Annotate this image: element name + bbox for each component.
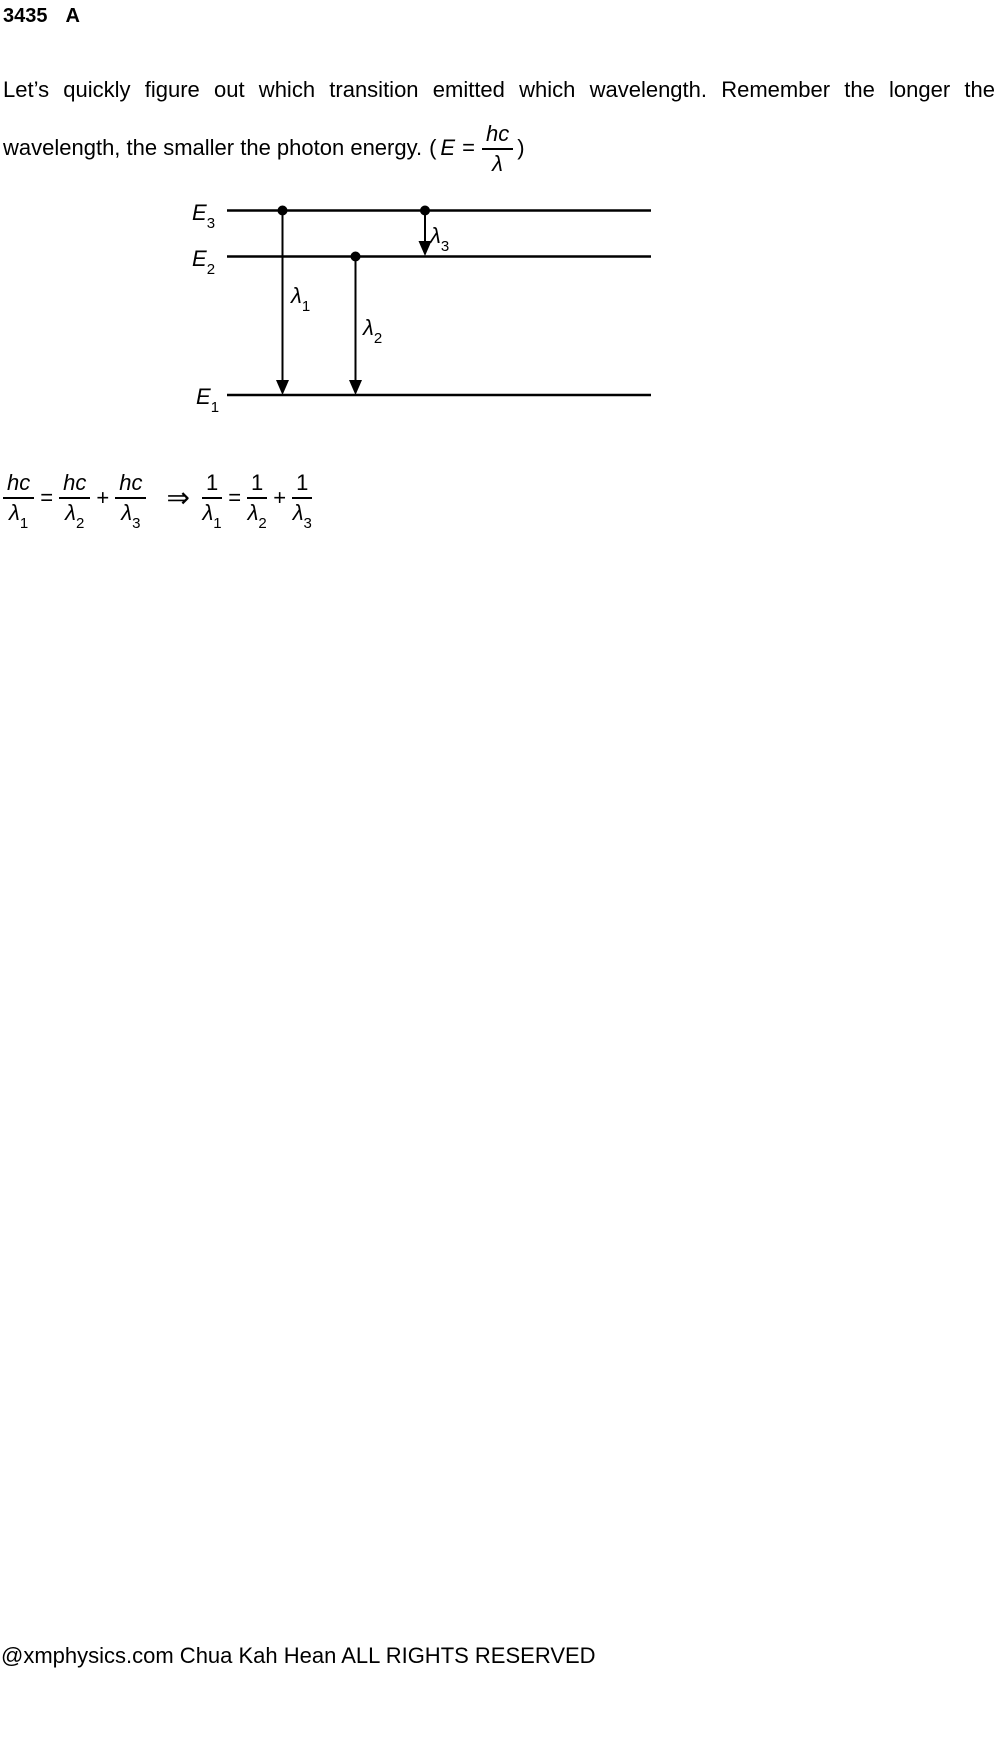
fraction-hc-lambda1: hc λ1 [3, 471, 35, 531]
plus-sign: + [96, 484, 110, 510]
fraction-hc-lambda3: hc λ3 [115, 471, 147, 531]
inline-fraction-numerator: hc [481, 122, 514, 150]
energy-level-diagram: E3 E2 E1 λ1 λ2 λ3 [0, 180, 1001, 425]
implies-arrow: ⇒ [166, 481, 190, 513]
transition-arrow-lambda2-head [349, 380, 362, 395]
answer-letter: A [65, 5, 80, 27]
fraction-1-lambda1: 1 λ1 [201, 470, 223, 533]
question-number: 3435 [3, 5, 48, 27]
inline-equation-equals: = [462, 135, 475, 160]
level-label-e3: E3 [192, 200, 216, 233]
transition-arrow-lambda3-head [418, 241, 432, 256]
fraction-hc-lambda2: hc λ2 [59, 471, 91, 531]
inline-equation-fraction: hc λ [481, 122, 514, 176]
wavelength-label-lambda1: λ1 [291, 283, 311, 316]
fraction-1-lambda3: 1 λ3 [292, 470, 313, 533]
transition-dot-lambda2 [350, 251, 361, 262]
inline-equation-symbol-E: E [440, 135, 456, 160]
paragraph-line-2-text: wavelength, the smaller the photon energ… [3, 135, 423, 160]
wavelength-label-lambda2: λ2 [363, 315, 383, 348]
fraction-1-lambda2: 1 λ2 [247, 470, 268, 533]
inline-equation-close-paren: ) [517, 135, 525, 160]
plus-sign-2: + [273, 484, 287, 510]
wavelength-label-lambda3: λ3 [430, 223, 450, 256]
inline-equation-open-paren: ( [429, 135, 437, 160]
transition-dot-lambda1 [277, 205, 288, 216]
paragraph-line-1: Let’s quickly figure out which transitio… [3, 77, 995, 102]
level-label-e2: E2 [192, 246, 216, 279]
equals-sign: = [40, 484, 54, 510]
inline-fraction-denominator: λ [492, 150, 503, 176]
working-equation: hc λ1 = hc λ2 + hc λ3 ⇒ 1 λ1 = 1 λ2 + 1 … [3, 470, 313, 533]
energy-level-diagram-canvas [227, 205, 651, 397]
equals-sign-2: = [228, 484, 242, 510]
transition-dot-lambda3 [420, 205, 430, 216]
level-label-e1: E1 [196, 384, 220, 417]
page-title: 3435 A [3, 3, 80, 29]
transition-arrow-lambda1-head [276, 380, 289, 395]
paragraph-line-2: wavelength, the smaller the photon energ… [3, 120, 525, 176]
copyright-footer: @xmphysics.com Chua Kah Hean ALL RIGHTS … [1, 1643, 596, 1668]
